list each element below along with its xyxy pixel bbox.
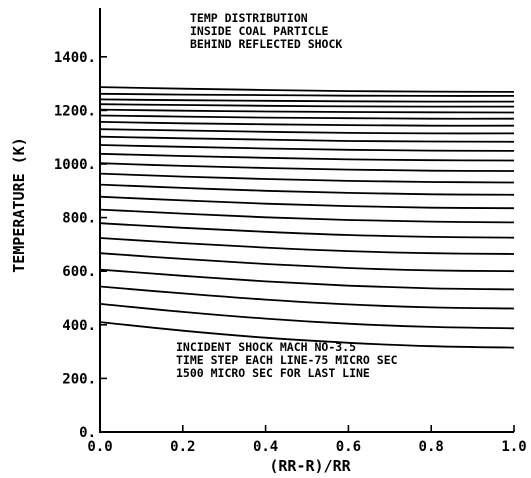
temperature-line-3 (99, 285, 515, 310)
x-axis-label: (RR-R)/RR (269, 457, 351, 475)
y-tick-label-3: 600. (62, 264, 96, 280)
y-tick-label-0: 0. (79, 425, 96, 441)
temperature-line-8 (99, 208, 515, 224)
x-tick-label-4: 0.8 (419, 439, 444, 455)
temperature-line-11 (99, 172, 515, 184)
temperature-line-14 (99, 144, 515, 152)
y-tick-label-5: 1000. (54, 157, 96, 173)
x-tick-label-1: 0.2 (170, 439, 195, 455)
temperature-line-20 (99, 103, 515, 108)
annotation-0-line-2: BEHIND REFLECTED SHOCK (190, 37, 342, 51)
temperature-line-13 (99, 152, 515, 162)
annotation-1-line-0: INCIDENT SHOCK MACH NO-3.5 (176, 340, 356, 354)
temperature-line-2 (99, 303, 515, 330)
temperature-line-15 (99, 135, 515, 143)
temperature-line-18 (99, 114, 515, 120)
y-tick-label-6: 1200. (54, 103, 96, 119)
x-tick-label-2: 0.4 (253, 439, 278, 455)
temperature-line-5 (99, 252, 515, 273)
temperature-line-22 (99, 92, 515, 97)
y-tick-label-4: 800. (62, 211, 96, 227)
temperature-line-21 (99, 98, 514, 103)
y-tick-label-1: 200. (62, 371, 96, 387)
temperature-line-9 (99, 195, 515, 210)
temperature-lines (99, 86, 515, 349)
annotation-1-line-2: 1500 MICRO SEC FOR LAST LINE (176, 366, 370, 380)
temperature-line-6 (99, 237, 515, 255)
temperature-line-1 (99, 321, 515, 349)
temperature-line-23 (99, 86, 515, 93)
x-axis-ticks: 0.0 0.2 0.4 0.6 0.8 1.0 (87, 425, 527, 455)
annotation-0-line-0: TEMP DISTRIBUTION (190, 11, 308, 25)
temperature-line-16 (99, 128, 515, 135)
annotation-1-line-1: TIME STEP EACH LINE-75 MICRO SEC (176, 353, 398, 367)
x-tick-label-3: 0.6 (336, 439, 361, 455)
temperature-line-10 (99, 183, 515, 196)
annotation-0-line-1: INSIDE COAL PARTICLE (190, 24, 329, 38)
x-tick-label-5: 1.0 (501, 439, 526, 455)
y-axis-label: TEMPERATURE (K) (10, 137, 28, 272)
temperature-line-4 (99, 268, 515, 291)
temperature-line-17 (99, 121, 515, 127)
y-tick-label-2: 400. (62, 318, 96, 334)
temperature-line-19 (99, 108, 515, 114)
y-tick-label-7: 1400. (54, 50, 96, 66)
x-tick-label-0: 0.0 (87, 439, 112, 455)
temperature-line-7 (99, 222, 515, 239)
y-axis-ticks: 0. 200. 400. 600. 800. 1000. 1200. 1400. (54, 50, 107, 441)
temperature-line-12 (99, 162, 515, 172)
